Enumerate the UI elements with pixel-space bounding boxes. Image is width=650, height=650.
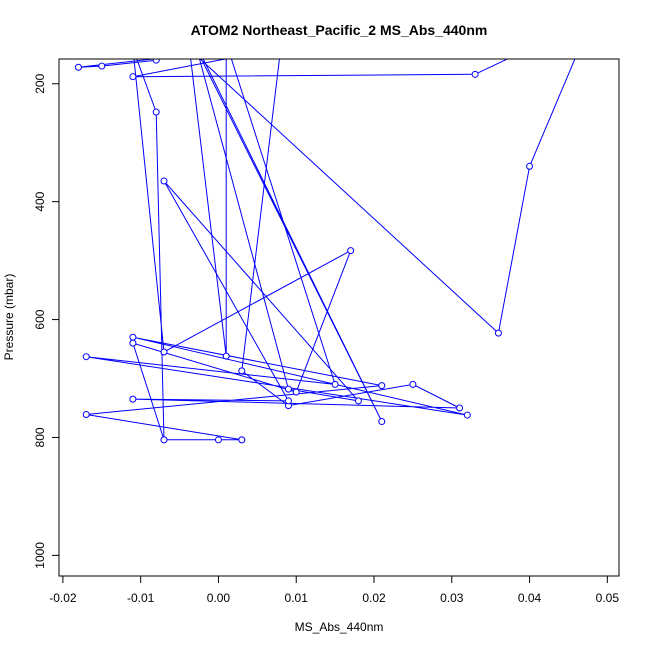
- y-tick-label: 200: [33, 73, 47, 93]
- data-point: [152, 59, 160, 64]
- data-point: [129, 339, 137, 347]
- data-point: [222, 352, 230, 360]
- data-point: [463, 411, 471, 419]
- data-point: [494, 329, 502, 337]
- data-point: [82, 410, 90, 418]
- x-tick-label: -0.02: [49, 591, 77, 605]
- data-point: [152, 108, 160, 116]
- data-point: [347, 247, 355, 255]
- data-point: [409, 380, 417, 388]
- chart-title: ATOM2 Northeast_Pacific_2 MS_Abs_440nm: [191, 22, 488, 38]
- data-point: [331, 380, 339, 388]
- x-tick-label: 0.01: [285, 591, 309, 605]
- y-axis-label: Pressure (mbar): [2, 274, 16, 361]
- x-axis-label: MS_Abs_440nm: [295, 620, 384, 634]
- x-tick-label: 0.03: [440, 591, 464, 605]
- data-point: [214, 436, 222, 444]
- data-point: [160, 348, 168, 356]
- data-point: [238, 367, 246, 375]
- y-tick-label: 800: [33, 427, 47, 447]
- y-tick-label: 1000: [33, 542, 47, 569]
- x-tick-label: 0.05: [596, 591, 620, 605]
- x-tick-label: 0.04: [518, 591, 542, 605]
- data-point: [160, 436, 168, 444]
- data-point: [456, 404, 464, 412]
- data-point: [129, 395, 137, 403]
- data-point: [284, 385, 292, 393]
- x-axis: -0.02 -0.01 0.00 0.01 0.02 0.03 0.04 0.05: [49, 575, 620, 605]
- data-point: [82, 353, 90, 361]
- x-tick-label: -0.01: [127, 591, 155, 605]
- y-tick-label: 600: [33, 309, 47, 329]
- data-point: [378, 382, 386, 390]
- series-layer: [74, 59, 576, 444]
- data-point: [98, 62, 106, 70]
- data-point: [292, 388, 300, 396]
- x-tick-label: 0.00: [207, 591, 231, 605]
- data-point: [526, 162, 534, 170]
- data-point: [129, 333, 137, 341]
- x-tick-label: 0.02: [362, 591, 386, 605]
- data-point: [284, 397, 292, 405]
- data-point: [378, 418, 386, 426]
- data-point: [160, 177, 168, 185]
- data-point: [471, 70, 479, 78]
- data-point: [74, 63, 82, 71]
- data-point: [238, 436, 246, 444]
- data-point: [354, 397, 362, 405]
- data-point: [129, 73, 137, 81]
- y-axis: 200 400 600 800 1000: [33, 73, 60, 569]
- y-tick-label: 400: [33, 191, 47, 211]
